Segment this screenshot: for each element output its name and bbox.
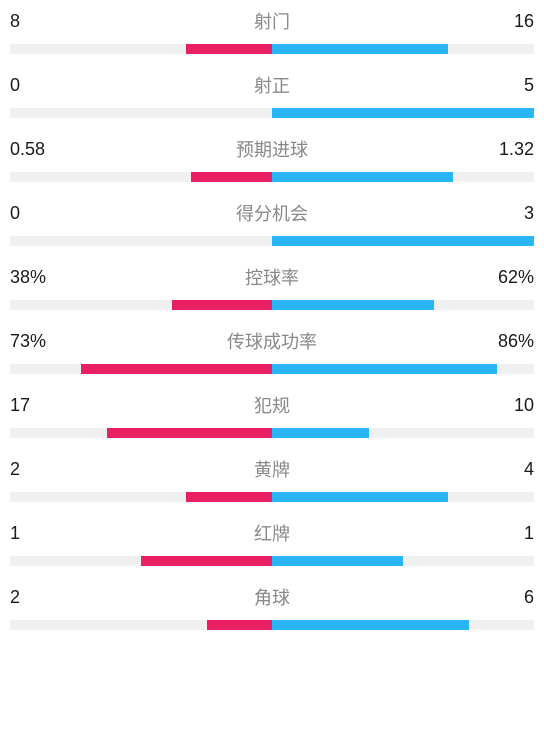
- stat-bar: [10, 172, 534, 182]
- stat-bar-left-track: [10, 44, 272, 54]
- stat-value-left: 38%: [10, 267, 70, 288]
- stat-label: 射门: [70, 8, 474, 34]
- stat-bar-left-track: [10, 428, 272, 438]
- stat-label: 角球: [70, 584, 474, 610]
- stat-label: 预期进球: [70, 136, 474, 162]
- stat-value-left: 2: [10, 459, 70, 480]
- stat-bar: [10, 44, 534, 54]
- stat-bar: [10, 620, 534, 630]
- stat-header: 2角球6: [10, 584, 534, 610]
- stat-row: 38%控球率62%: [10, 264, 534, 310]
- stat-header: 8射门16: [10, 8, 534, 34]
- stat-row: 0.58预期进球1.32: [10, 136, 534, 182]
- stat-label: 黄牌: [70, 456, 474, 482]
- stat-value-right: 1.32: [474, 139, 534, 160]
- stat-label: 红牌: [70, 520, 474, 546]
- stat-value-right: 5: [474, 75, 534, 96]
- stat-header: 0得分机会3: [10, 200, 534, 226]
- stat-bar: [10, 108, 534, 118]
- stat-value-left: 0: [10, 75, 70, 96]
- stat-value-left: 2: [10, 587, 70, 608]
- stat-bar-right-fill: [272, 108, 534, 118]
- stat-bar-left-fill: [107, 428, 272, 438]
- stat-value-left: 73%: [10, 331, 70, 352]
- stat-bar-right-track: [272, 556, 534, 566]
- stat-row: 8射门16: [10, 8, 534, 54]
- stat-header: 2黄牌4: [10, 456, 534, 482]
- stat-bar-right-track: [272, 300, 534, 310]
- stat-row: 73%传球成功率86%: [10, 328, 534, 374]
- stat-value-right: 10: [474, 395, 534, 416]
- stat-bar: [10, 556, 534, 566]
- stat-bar-left-fill: [191, 172, 272, 182]
- stat-label: 犯规: [70, 392, 474, 418]
- stat-bar-left-fill: [141, 556, 272, 566]
- stat-bar-right-fill: [272, 300, 434, 310]
- stat-row: 1红牌1: [10, 520, 534, 566]
- stat-value-right: 1: [474, 523, 534, 544]
- stat-value-left: 0.58: [10, 139, 70, 160]
- stat-bar: [10, 300, 534, 310]
- stat-label: 传球成功率: [70, 328, 474, 354]
- stat-bar-left-fill: [207, 620, 273, 630]
- stat-header: 0射正5: [10, 72, 534, 98]
- stat-bar-right-fill: [272, 620, 469, 630]
- stat-value-right: 62%: [474, 267, 534, 288]
- stat-value-left: 1: [10, 523, 70, 544]
- stat-bar-right-track: [272, 364, 534, 374]
- stat-header: 17犯规10: [10, 392, 534, 418]
- stat-header: 0.58预期进球1.32: [10, 136, 534, 162]
- stat-bar-left-track: [10, 556, 272, 566]
- stat-bar-left-fill: [81, 364, 272, 374]
- stat-bar: [10, 492, 534, 502]
- stat-bar-right-fill: [272, 492, 448, 502]
- stat-value-left: 8: [10, 11, 70, 32]
- stat-value-right: 6: [474, 587, 534, 608]
- stat-bar-left-fill: [186, 44, 272, 54]
- stat-bar-right-fill: [272, 556, 403, 566]
- stat-bar-right-fill: [272, 172, 453, 182]
- stat-bar-left-track: [10, 300, 272, 310]
- stat-header: 1红牌1: [10, 520, 534, 546]
- stat-bar: [10, 364, 534, 374]
- stat-bar: [10, 428, 534, 438]
- stat-value-right: 3: [474, 203, 534, 224]
- stat-bar-right-track: [272, 492, 534, 502]
- stat-row: 0射正5: [10, 72, 534, 118]
- stat-value-left: 17: [10, 395, 70, 416]
- stat-row: 2黄牌4: [10, 456, 534, 502]
- stat-value-left: 0: [10, 203, 70, 224]
- stat-label: 控球率: [70, 264, 474, 290]
- stat-row: 0得分机会3: [10, 200, 534, 246]
- stat-bar-left-track: [10, 492, 272, 502]
- stat-bar-right-track: [272, 428, 534, 438]
- stat-bar-left-track: [10, 236, 272, 246]
- stat-bar-right-fill: [272, 44, 448, 54]
- stat-bar-left-track: [10, 172, 272, 182]
- stat-bar-right-track: [272, 620, 534, 630]
- stat-bar-right-fill: [272, 236, 534, 246]
- stat-bar-right-track: [272, 236, 534, 246]
- stat-value-right: 16: [474, 11, 534, 32]
- stat-bar-right-track: [272, 172, 534, 182]
- stat-bar-left-fill: [186, 492, 272, 502]
- stat-bar-left-fill: [172, 300, 272, 310]
- stat-bar-right-fill: [272, 428, 369, 438]
- match-stats-chart: 8射门160射正50.58预期进球1.320得分机会338%控球率62%73%传…: [10, 8, 534, 630]
- stat-value-right: 4: [474, 459, 534, 480]
- stat-bar: [10, 236, 534, 246]
- stat-bar-left-track: [10, 108, 272, 118]
- stat-row: 17犯规10: [10, 392, 534, 438]
- stat-bar-right-track: [272, 108, 534, 118]
- stat-bar-right-track: [272, 44, 534, 54]
- stat-header: 38%控球率62%: [10, 264, 534, 290]
- stat-bar-left-track: [10, 620, 272, 630]
- stat-value-right: 86%: [474, 331, 534, 352]
- stat-row: 2角球6: [10, 584, 534, 630]
- stat-bar-left-track: [10, 364, 272, 374]
- stat-label: 射正: [70, 72, 474, 98]
- stat-bar-right-fill: [272, 364, 497, 374]
- stat-header: 73%传球成功率86%: [10, 328, 534, 354]
- stat-label: 得分机会: [70, 200, 474, 226]
